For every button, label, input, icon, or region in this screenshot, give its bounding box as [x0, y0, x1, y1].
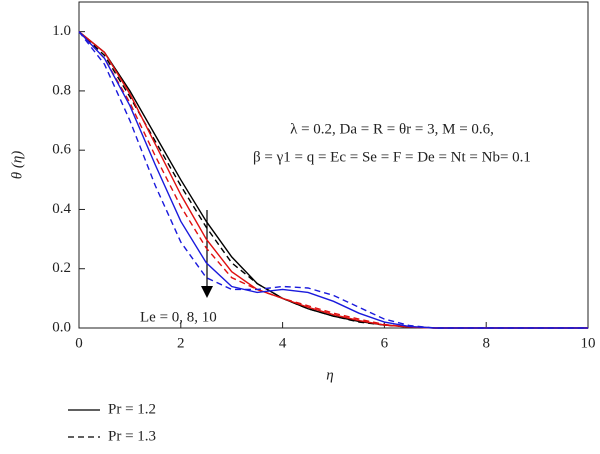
- y-tick-label: 0.4: [52, 201, 71, 217]
- arrow-head: [201, 286, 213, 298]
- x-tick-label: 10: [581, 335, 596, 351]
- annotation: λ = 0.2, Da = R = θr = 3, M = 0.6,: [290, 121, 494, 137]
- series-line: [78, 31, 588, 329]
- y-tick-label: 0.2: [52, 260, 71, 276]
- series-line: [78, 31, 588, 329]
- annotation: β = γ1 = q = Ec = Se = F = De = Nt = Nb=…: [253, 149, 531, 165]
- plot-frame: [78, 1, 589, 329]
- y-tick-label: 0.6: [52, 142, 71, 158]
- x-tick-label: 6: [381, 335, 389, 351]
- x-tick-label: 2: [177, 335, 185, 351]
- series-line: [78, 31, 588, 329]
- y-axis-label: θ (η): [9, 151, 25, 180]
- y-tick-label: 0.0: [52, 319, 71, 335]
- y-tick-label: 0.8: [52, 82, 71, 98]
- legend-label: Pr = 1.2: [108, 401, 156, 417]
- series-line: [78, 31, 588, 329]
- x-tick-label: 8: [482, 335, 490, 351]
- x-axis-label: η: [326, 367, 333, 383]
- x-tick-label: 0: [75, 335, 83, 351]
- series-line: [78, 31, 588, 329]
- y-tick-label: 1.0: [52, 23, 71, 39]
- series-line: [78, 31, 588, 329]
- legend-label: Pr = 1.3: [108, 428, 156, 444]
- x-tick-label: 4: [279, 335, 287, 351]
- annotation: Le = 0, 8, 10: [140, 309, 217, 325]
